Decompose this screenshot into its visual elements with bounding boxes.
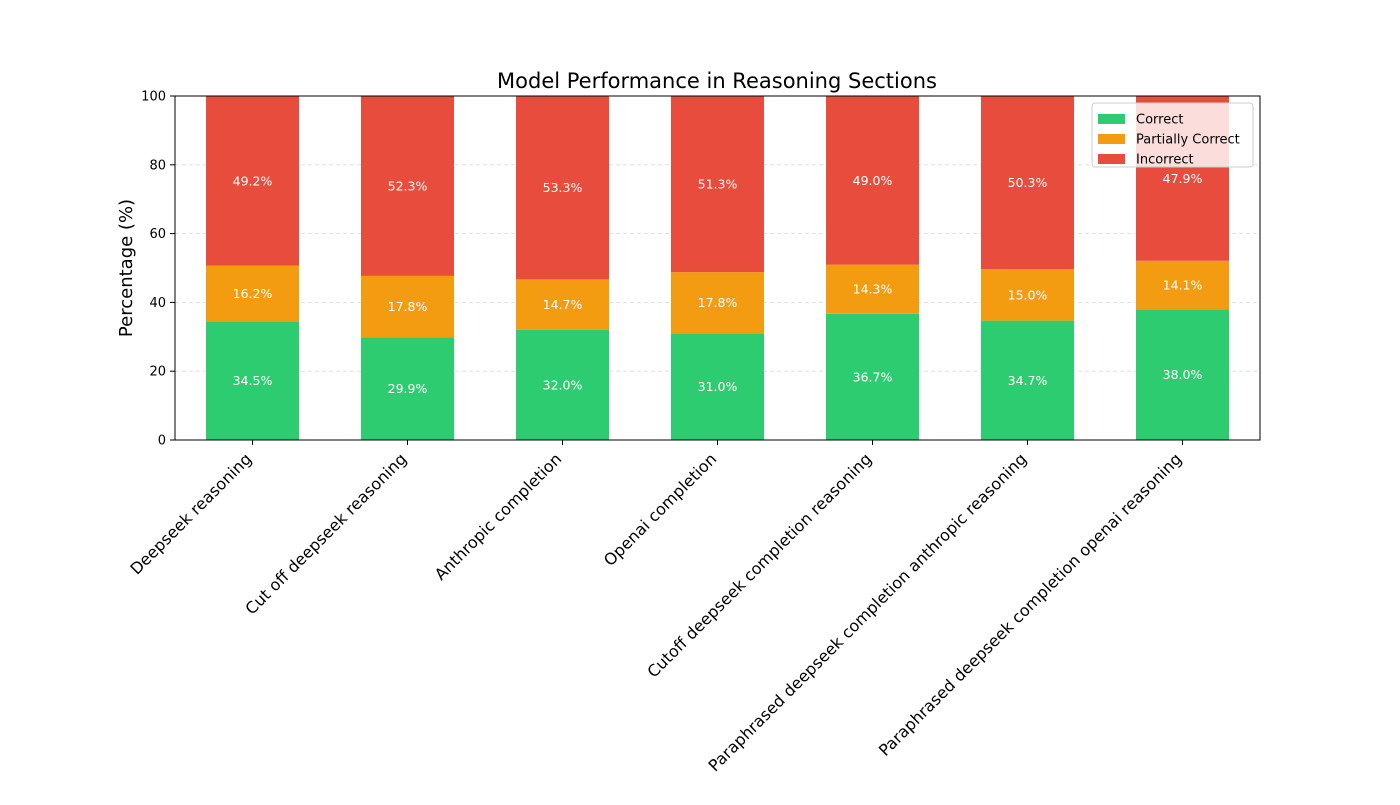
bar-value-label: 15.0% (1008, 287, 1048, 302)
y-tick-label: 80 (149, 158, 166, 173)
y-tick-label: 40 (149, 296, 166, 311)
y-axis-ticks: 0 20 40 60 80 100 (141, 90, 175, 449)
bar-segment (361, 337, 454, 440)
bar-segment (981, 269, 1074, 321)
legend-swatch (1098, 154, 1125, 164)
bar-segment (516, 96, 609, 280)
y-tick-label: 0 (158, 434, 166, 449)
bar-segment (206, 96, 299, 266)
bar-segment (361, 96, 454, 276)
bar-segment (361, 275, 454, 338)
bar-segment (981, 96, 1074, 270)
bar-segment (1136, 260, 1229, 310)
y-tick-label: 20 (149, 365, 166, 380)
bars: 34.5% 16.2% 49.2% 29.9% 17.8% 52.3% 32.0% 14.7%… (206, 96, 1229, 440)
x-tick-label: Openai completion (600, 449, 720, 569)
bar-value-label: 17.8% (388, 299, 428, 314)
bar-segment (671, 272, 764, 334)
bar-segment (826, 96, 919, 265)
x-tick-label: Cut off deepseek reasoning (241, 449, 410, 618)
bar-value-label: 47.9% (1163, 171, 1203, 186)
bar-value-label: 17.8% (698, 295, 738, 310)
legend-swatch (1098, 134, 1125, 144)
bar-value-label: 52.3% (388, 178, 428, 193)
bar-value-label: 34.5% (233, 373, 273, 388)
x-tick-label: Anthropic completion (431, 449, 566, 584)
bar-value-label: 32.0% (543, 377, 583, 392)
bar-segment (206, 265, 299, 322)
bar-value-label: 34.7% (1008, 373, 1048, 388)
bar-segment (1136, 309, 1229, 440)
y-tick-label: 60 (149, 227, 166, 242)
bar-value-label: 14.1% (1163, 278, 1203, 293)
chart-title: Model Performance in Reasoning Sections (497, 69, 937, 93)
bar-value-label: 16.2% (233, 286, 273, 301)
x-tick-label: Paraphrased deepseek completion openai r… (875, 449, 1185, 759)
bar-value-label: 31.0% (698, 379, 738, 394)
bar-segment (516, 329, 609, 440)
bar-segment (826, 264, 919, 314)
legend-label: Correct (1136, 113, 1183, 128)
legend-label: Incorrect (1136, 153, 1194, 168)
bar-value-label: 14.3% (853, 282, 893, 297)
legend-box (1091, 102, 1254, 168)
y-axis-label: Percentage (%) (116, 199, 137, 337)
bar-value-label: 29.9% (388, 381, 428, 396)
bar-segment (671, 333, 764, 440)
bar-segment (671, 96, 764, 273)
x-tick-label: Paraphrased deepseek completion anthropi… (705, 449, 1031, 775)
bar-value-label: 49.0% (853, 173, 893, 188)
y-tick-label: 100 (141, 90, 166, 105)
bar-value-label: 14.7% (543, 297, 583, 312)
x-tick-label: Deepseek reasoning (126, 449, 255, 578)
bar-segment (981, 320, 1074, 440)
bar-value-label: 53.3% (543, 180, 583, 195)
bar-value-label: 50.3% (1008, 175, 1048, 190)
bar-value-label: 36.7% (853, 369, 893, 384)
legend-swatch (1098, 114, 1125, 124)
bar-segment (826, 313, 919, 440)
bar-value-label: 49.2% (233, 173, 273, 188)
bar-segment (206, 321, 299, 440)
legend-label: Partially Correct (1136, 133, 1240, 148)
bar-segment (516, 279, 609, 330)
legend: Correct Partially Correct Incorrect (1091, 102, 1254, 168)
bar-value-label: 51.3% (698, 176, 738, 191)
bar-value-label: 38.0% (1163, 367, 1203, 382)
